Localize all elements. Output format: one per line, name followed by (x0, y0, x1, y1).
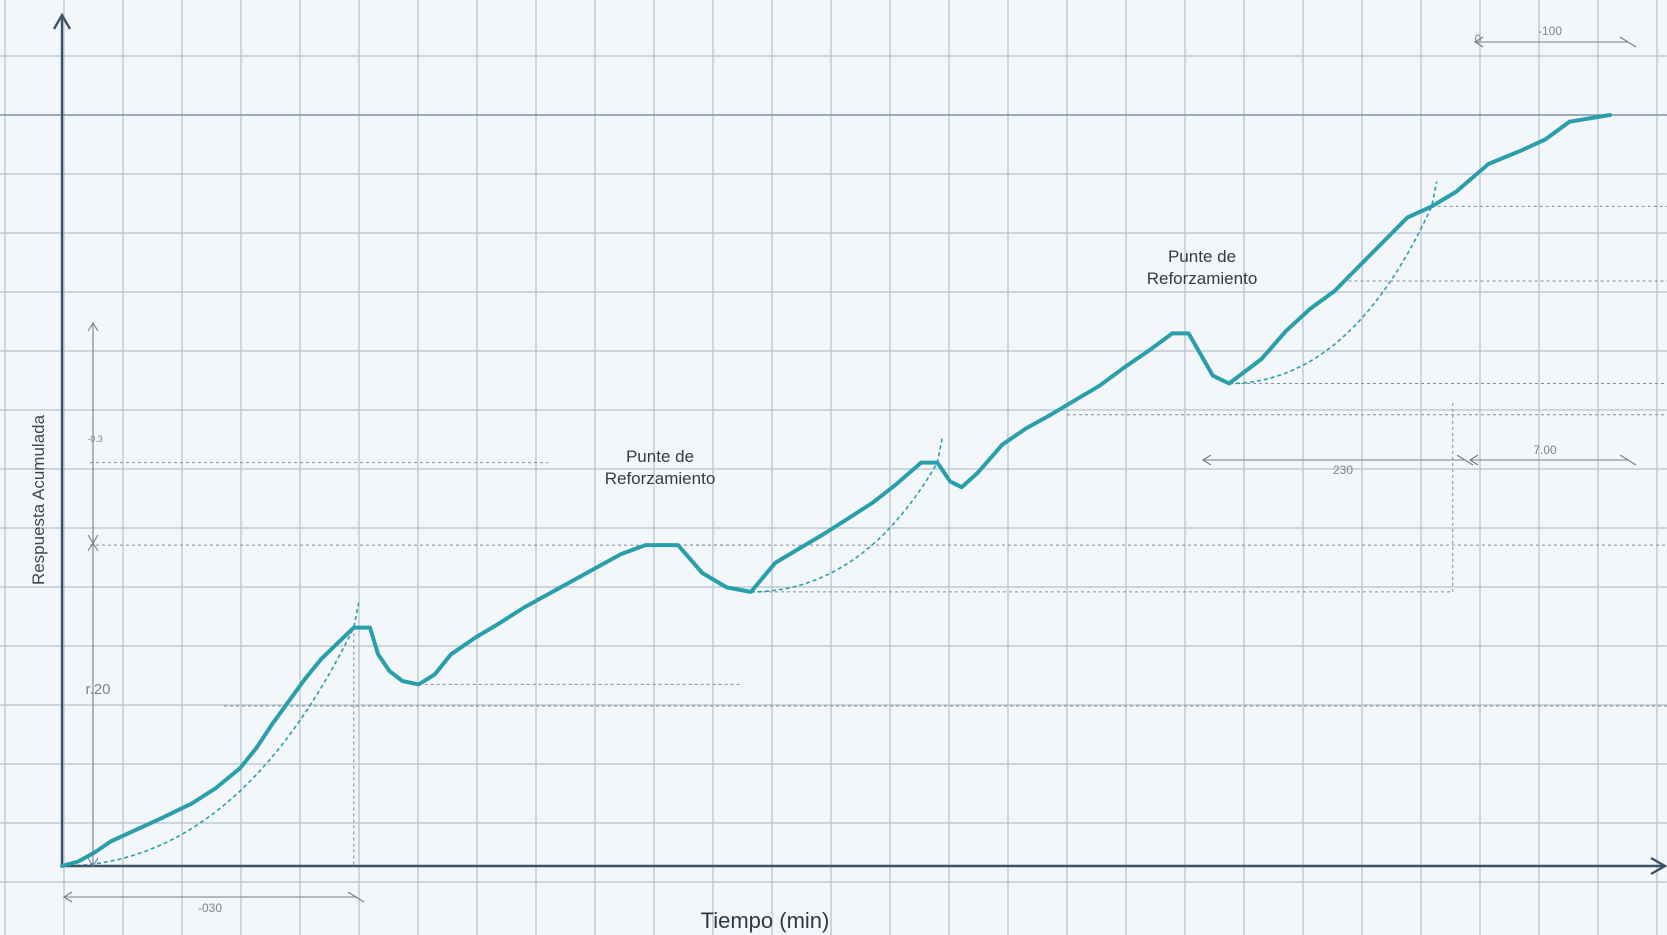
dim-mid-a-arrow-left (1201, 454, 1212, 466)
y-axis-label: Respuesta Acumulada (29, 414, 48, 585)
dim-bottom-left-arrow-left (62, 891, 73, 903)
dim-top-right-arrow-left (1473, 36, 1484, 48)
cumulative-response-line (60, 113, 1612, 868)
dim-label-mid-a: 230 (1333, 463, 1353, 477)
dim-left-lower-arrow-top (87, 541, 99, 552)
annotation-2-line2: Reforzamiento (1147, 269, 1258, 288)
dim-left-lower-arrow-bottom (87, 857, 99, 868)
dim-label-top-right: -100 (1538, 24, 1562, 38)
dim-mid-b-arrow-left (1468, 454, 1479, 466)
chart-axes (52, 12, 1667, 876)
x-axis-label: Tiempo (min) (701, 908, 830, 933)
guide-curves (61, 181, 1438, 867)
x-axis-arrow (1650, 856, 1667, 876)
dim-bottom-left-arrow-right (347, 891, 365, 903)
y-axis-arrow (52, 12, 72, 30)
annotation-1-line2: Reforzamiento (605, 469, 716, 488)
dim-label-bottom-left: -030 (198, 901, 222, 915)
dim-label-left-small: -0.3 (87, 434, 103, 444)
dim-top-right-arrow-right (1619, 36, 1637, 48)
dim-label-mid-b: 7.00 (1533, 443, 1557, 457)
dim-label-top-right-start: 0 (1475, 32, 1482, 46)
dim-label-left-vertical: r.20 (85, 681, 110, 698)
dim-left-upper-arrow-top (87, 321, 99, 332)
dim-mid-b-arrow-right (1619, 454, 1637, 466)
dim-mid-a-arrow-right (1456, 454, 1474, 466)
annotation-1-line1: Punte de (626, 447, 694, 466)
guide-curve (61, 602, 360, 867)
reference-lines (90, 205, 1667, 866)
annotation-2-line1: Punte de (1168, 247, 1236, 266)
guide-curve (1229, 181, 1438, 385)
dimension-markers (62, 36, 1637, 903)
guide-curve (750, 437, 944, 593)
